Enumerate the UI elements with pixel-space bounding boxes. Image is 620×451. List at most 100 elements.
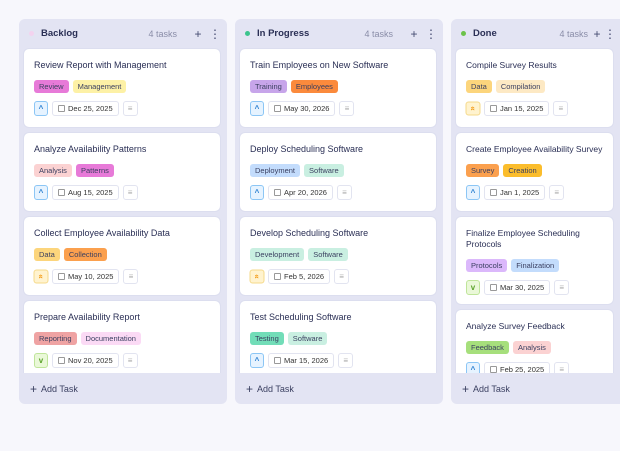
tag-badge: Development bbox=[250, 248, 305, 261]
status-dot-icon bbox=[245, 31, 250, 36]
task-title: Create Employee Availability Survey bbox=[466, 144, 603, 154]
add-icon[interactable]: + bbox=[593, 26, 601, 41]
calendar-icon bbox=[274, 273, 281, 280]
task-card[interactable]: Prepare Availability Report Reporting Docu… bbox=[24, 301, 220, 373]
task-title: Deploy Scheduling Software bbox=[250, 144, 364, 154]
description-icon[interactable]: ≡ bbox=[122, 101, 138, 116]
task-card[interactable]: Create Employee Availability Survey Surve… bbox=[456, 133, 613, 211]
tag-badge: Software bbox=[308, 248, 348, 261]
description-icon[interactable]: ≡ bbox=[553, 101, 569, 116]
card-list[interactable]: Review Report with Management Review Manag… bbox=[23, 48, 221, 373]
tag-badge: Creation bbox=[503, 164, 542, 177]
task-title: Test Scheduling Software bbox=[250, 312, 352, 322]
tag-list: Feedback Analysis bbox=[466, 341, 605, 354]
task-card[interactable]: Analyze Availability Patterns Analysis Pat… bbox=[24, 133, 220, 211]
due-date-button[interactable]: May 30, 2026 bbox=[268, 101, 336, 116]
task-meta: ^ Jan 1, 2025 ≡ bbox=[466, 185, 605, 200]
priority-low-icon[interactable]: v bbox=[34, 353, 48, 368]
due-date: Feb 5, 2026 bbox=[284, 272, 325, 281]
description-icon[interactable]: ≡ bbox=[336, 185, 352, 200]
calendar-icon bbox=[490, 189, 497, 196]
due-date-button[interactable]: Feb 25, 2025 bbox=[484, 362, 551, 373]
add-task-button[interactable]: + Add Task bbox=[19, 373, 227, 404]
tag-list: Review Management bbox=[34, 80, 212, 93]
add-task-button[interactable]: + Add Task bbox=[235, 373, 443, 404]
description-icon[interactable]: ≡ bbox=[122, 353, 138, 368]
add-icon[interactable]: + bbox=[410, 26, 418, 41]
due-date-button[interactable]: Aug 15, 2025 bbox=[52, 185, 119, 200]
task-count: 4 tasks bbox=[559, 28, 588, 39]
due-date-button[interactable]: Dec 25, 2025 bbox=[52, 101, 119, 116]
priority-high-icon[interactable]: « bbox=[465, 101, 481, 116]
add-icon[interactable]: + bbox=[194, 26, 202, 41]
due-date: Aug 15, 2025 bbox=[68, 188, 113, 197]
tag-badge: Review bbox=[34, 80, 69, 93]
more-options-icon[interactable]: ⋮ bbox=[209, 26, 221, 41]
due-date: Nov 20, 2025 bbox=[68, 356, 113, 365]
tag-badge: Management bbox=[72, 80, 127, 93]
plus-icon: + bbox=[246, 381, 254, 396]
task-card[interactable]: Train Employees on New Software Training E… bbox=[240, 49, 436, 127]
column-header: Backlog 4 tasks + ⋮ bbox=[19, 19, 227, 48]
card-list[interactable]: Compile Survey Results Data Compilation « Ja… bbox=[455, 48, 614, 373]
description-icon[interactable]: ≡ bbox=[554, 362, 570, 373]
column-done: Done 4 tasks + ⋮ Compile Survey Results Data C… bbox=[451, 19, 620, 404]
task-card[interactable]: Deploy Scheduling Software Deployment Soft… bbox=[240, 133, 436, 211]
due-date-button[interactable]: Mar 15, 2026 bbox=[268, 353, 335, 368]
tag-badge: Analysis bbox=[34, 164, 72, 177]
tag-list: Protocols Finalization bbox=[466, 259, 605, 272]
add-task-button[interactable]: + Add Task bbox=[451, 373, 620, 404]
description-icon[interactable]: ≡ bbox=[123, 269, 139, 284]
task-card[interactable]: Compile Survey Results Data Compilation « Ja… bbox=[456, 49, 613, 127]
due-date-button[interactable]: Jan 15, 2025 bbox=[484, 101, 550, 116]
due-date: Mar 30, 2025 bbox=[500, 283, 545, 292]
due-date-button[interactable]: Apr 20, 2026 bbox=[268, 185, 333, 200]
task-card[interactable]: Collect Employee Availability Data Data Co… bbox=[24, 217, 220, 295]
tag-list: Development Software bbox=[250, 248, 428, 261]
task-card[interactable]: Develop Scheduling Software Development So… bbox=[240, 217, 436, 295]
calendar-icon bbox=[490, 105, 497, 112]
task-card[interactable]: Analyze Survey Feedback Feedback Analysis ^… bbox=[456, 310, 613, 373]
tag-badge: Compilation bbox=[495, 80, 546, 93]
calendar-icon bbox=[58, 357, 65, 364]
priority-medium-icon[interactable]: ^ bbox=[250, 185, 264, 200]
status-dot-icon bbox=[29, 31, 34, 36]
due-date-button[interactable]: Jan 1, 2025 bbox=[484, 185, 546, 200]
calendar-icon bbox=[58, 189, 65, 196]
priority-high-icon[interactable]: « bbox=[249, 269, 265, 284]
priority-medium-icon[interactable]: ^ bbox=[34, 185, 48, 200]
description-icon[interactable]: ≡ bbox=[554, 280, 570, 295]
column-title: Backlog bbox=[41, 28, 78, 39]
tag-badge: Software bbox=[287, 332, 328, 345]
tag-badge: Collection bbox=[63, 248, 107, 261]
priority-low-icon[interactable]: v bbox=[466, 280, 480, 295]
priority-high-icon[interactable]: « bbox=[33, 269, 49, 284]
priority-medium-icon[interactable]: ^ bbox=[250, 101, 264, 116]
due-date: May 30, 2026 bbox=[284, 104, 330, 113]
description-icon[interactable]: ≡ bbox=[338, 353, 354, 368]
card-list[interactable]: Train Employees on New Software Training E… bbox=[239, 48, 437, 373]
due-date-button[interactable]: Nov 20, 2025 bbox=[52, 353, 119, 368]
task-title: Analyze Survey Feedback bbox=[466, 321, 565, 331]
more-options-icon[interactable]: ⋮ bbox=[604, 26, 616, 41]
tag-badge: Data bbox=[466, 80, 492, 93]
task-title: Prepare Availability Report bbox=[34, 312, 140, 322]
due-date: Dec 25, 2025 bbox=[68, 104, 113, 113]
due-date-button[interactable]: May 10, 2025 bbox=[52, 269, 120, 284]
description-icon[interactable]: ≡ bbox=[122, 185, 138, 200]
description-icon[interactable]: ≡ bbox=[334, 269, 350, 284]
task-card[interactable]: Test Scheduling Software Testing Software ^… bbox=[240, 301, 436, 373]
description-icon[interactable]: ≡ bbox=[339, 101, 355, 116]
more-options-icon[interactable]: ⋮ bbox=[425, 26, 437, 41]
description-icon[interactable]: ≡ bbox=[549, 185, 565, 200]
priority-medium-icon[interactable]: ^ bbox=[34, 101, 48, 116]
priority-medium-icon[interactable]: ^ bbox=[466, 362, 480, 373]
task-card[interactable]: Finalize Employee Scheduling Protocols Pr… bbox=[456, 217, 613, 304]
calendar-icon bbox=[490, 366, 497, 373]
priority-medium-icon[interactable]: ^ bbox=[466, 185, 480, 200]
due-date-button[interactable]: Mar 30, 2025 bbox=[484, 280, 551, 295]
priority-medium-icon[interactable]: ^ bbox=[250, 353, 264, 368]
column-header: Done 4 tasks + ⋮ bbox=[451, 19, 620, 48]
due-date-button[interactable]: Feb 5, 2026 bbox=[268, 269, 331, 284]
task-card[interactable]: Review Report with Management Review Manag… bbox=[24, 49, 220, 127]
